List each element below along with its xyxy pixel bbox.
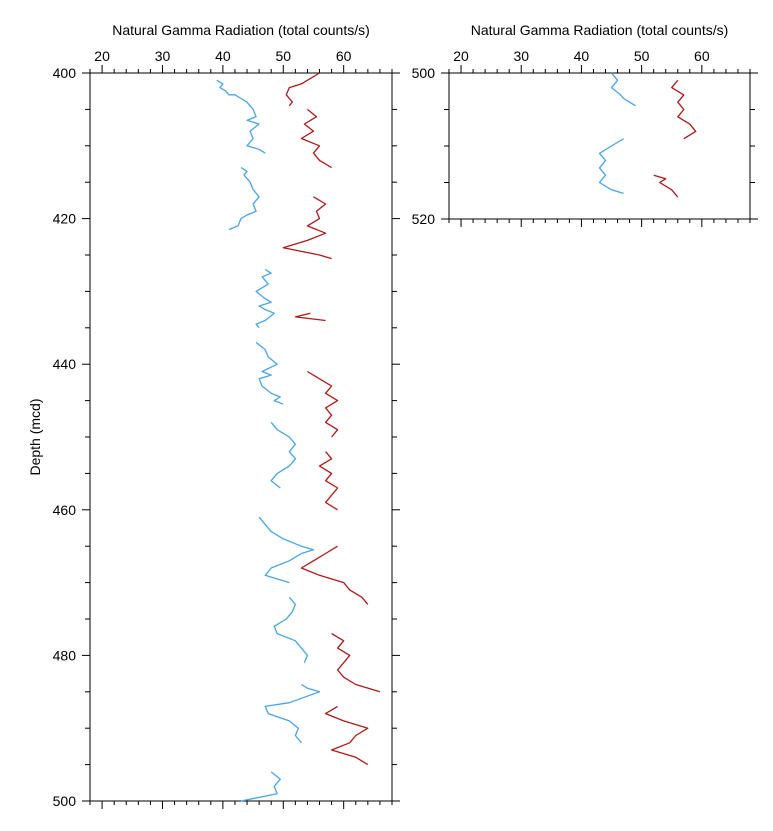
chart1-series1-segment-6 <box>258 516 315 584</box>
chart2-xtick-label-20: 20 <box>453 48 469 64</box>
chart1-ytick-label-420: 420 <box>53 211 77 227</box>
chart1-xtick-label-40: 40 <box>215 48 231 64</box>
chart1-series1-segment-3 <box>255 269 275 329</box>
chart1-yaxis-title: Depth (mcd) <box>27 398 43 475</box>
chart1-series1-segment-7 <box>273 596 309 663</box>
chart1-series2-segment-9 <box>324 705 369 766</box>
chart1-series2-segment-6 <box>318 451 339 511</box>
chart1-xaxis-title: Natural Gamma Radiation (total counts/s) <box>112 22 370 38</box>
chart1-frame <box>89 72 393 802</box>
chart2-series1-segment-2 <box>598 138 624 195</box>
chart2-series2-segment-2 <box>653 174 679 198</box>
chart1-xtick-label-60: 60 <box>336 48 352 64</box>
chart1-series1-segment-2 <box>228 167 260 231</box>
chart2-frame <box>448 72 751 220</box>
chart1-ytick-label-460: 460 <box>53 502 77 518</box>
chart2-series1-segment-1 <box>610 72 636 107</box>
chart1-xtick-label-20: 20 <box>94 48 110 64</box>
chart2-xaxis-title: Natural Gamma Radiation (total counts/s) <box>471 22 729 38</box>
chart1-series1-segment-1 <box>216 79 266 154</box>
chart2-xtick-label-30: 30 <box>513 48 529 64</box>
chart1-xtick-label-50: 50 <box>275 48 291 64</box>
chart1-series2-segment-1 <box>285 72 320 107</box>
chart1-series2-segment-4 <box>294 312 326 322</box>
chart1-series2-segment-8 <box>331 633 381 693</box>
chart1-series1-segment-5 <box>270 421 297 489</box>
chart2-ytick-label-500: 500 <box>412 65 436 81</box>
chart1-series1-segment-8 <box>264 683 321 744</box>
chart1-series2-segment-7 <box>300 545 369 605</box>
chart1-ytick-label-400: 400 <box>53 65 77 81</box>
chart2-xtick-label-60: 60 <box>694 48 710 64</box>
chart1-ytick-label-440: 440 <box>53 356 77 372</box>
chart1-ytick-label-480: 480 <box>53 647 77 663</box>
chart2-ytick-label-520: 520 <box>412 211 436 227</box>
chart1-series2-segment-5 <box>307 370 339 438</box>
chart1-series1-segment-4 <box>255 341 284 405</box>
chart1-xtick-label-30: 30 <box>155 48 171 64</box>
chart2-xtick-label-50: 50 <box>634 48 650 64</box>
chart1-ytick-label-500: 500 <box>53 793 77 809</box>
chart2-series2-segment-1 <box>671 79 697 140</box>
chart1-series2-segment-2 <box>300 108 332 169</box>
chart1-series1-segment-9 <box>240 771 281 802</box>
chart1-series2-segment-3 <box>282 196 332 260</box>
chart2-xtick-label-40: 40 <box>574 48 590 64</box>
